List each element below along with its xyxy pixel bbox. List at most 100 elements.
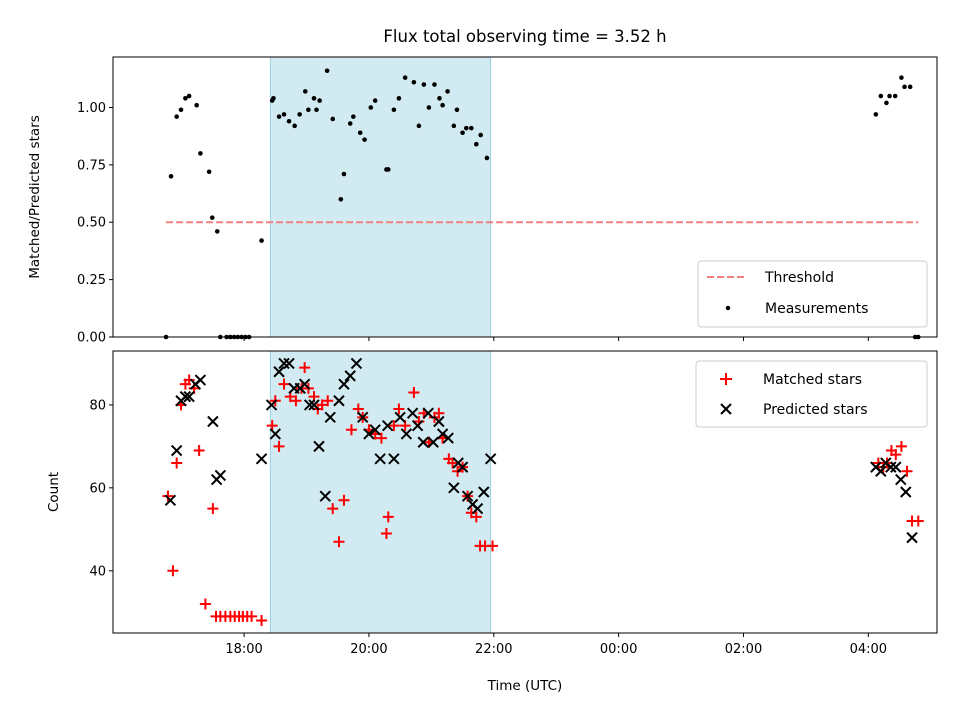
measurement-point (411, 79, 417, 85)
measurement-point (432, 82, 437, 87)
measurement-point (338, 196, 344, 202)
matched-star-point (199, 598, 211, 610)
measurement-point (884, 100, 889, 106)
predicted-star-point (255, 453, 268, 465)
predicted-star-point (478, 486, 490, 498)
predicted-star-point (344, 370, 356, 382)
measurement-point (317, 98, 322, 103)
predicted-star-point (273, 366, 285, 378)
predicted-star-point (400, 428, 413, 440)
matched-star-point (487, 540, 499, 552)
legend-predicted-label: Predicted stars (763, 402, 868, 418)
measurement-point (178, 107, 184, 113)
measurement-point (297, 112, 302, 117)
predicted-star-point (436, 428, 449, 440)
predicted-star-point (350, 357, 363, 370)
predicted-star-point (356, 411, 369, 424)
measurement-point (174, 114, 179, 119)
predicted-star-point (308, 399, 320, 411)
predicted-star-point (456, 461, 469, 473)
measurement-point (281, 112, 287, 117)
measurement-point (445, 89, 450, 94)
measurement-point (464, 125, 469, 131)
measurement-point (324, 68, 330, 74)
measurement-point (396, 96, 402, 101)
legend-count-box (695, 360, 928, 428)
predicted-star-point (406, 407, 419, 419)
predicted-star-point (179, 390, 192, 403)
legend-predicted-swatch (720, 403, 732, 415)
measurement-point (302, 89, 308, 94)
predicted-star-point (448, 482, 460, 494)
predicted-star-point (313, 440, 325, 453)
chart-title: Flux total observing time = 3.52 h (383, 27, 666, 46)
y-tick-label: 80 (89, 398, 106, 413)
x-tick-label: 20:00 (350, 642, 387, 657)
measurement-point (209, 215, 215, 220)
measurement-point (306, 107, 311, 113)
measurement-point (286, 118, 292, 124)
measurement-point (426, 105, 432, 110)
predicted-star-point (319, 490, 331, 502)
x-axis-label: Time (UTC) (487, 678, 563, 694)
predicted-star-point (164, 494, 177, 507)
measurement-point (421, 82, 427, 87)
measurement-point (437, 96, 442, 101)
measurement-point (198, 151, 203, 156)
matched-star-point (256, 615, 268, 627)
predicted-star-point (433, 415, 445, 428)
measurement-point (416, 123, 422, 129)
predicted-star-point (269, 428, 282, 440)
predicted-star-point (324, 411, 336, 424)
measurement-point (330, 116, 336, 122)
measurement-point (347, 121, 353, 126)
measurement-point (368, 105, 374, 110)
observing-window-span (269, 56, 492, 338)
predicted-star-point (394, 411, 406, 424)
measurement-point (451, 123, 457, 129)
measurement-point (878, 93, 884, 99)
predicted-star-point (214, 469, 227, 482)
measurement-point (460, 130, 465, 136)
y-axis-label-count: Count (46, 472, 62, 512)
x-tick-label: 18:00 (225, 642, 262, 657)
matched-star-point (433, 407, 445, 419)
matched-star-point (393, 403, 405, 415)
matched-star-point (912, 515, 924, 527)
predicted-star-point (194, 374, 207, 386)
measurement-point (183, 96, 188, 101)
y-tick-label: 1.00 (77, 101, 106, 116)
matched-star-point (162, 490, 174, 502)
matched-star-point (183, 374, 195, 386)
predicted-star-point (298, 378, 311, 390)
predicted-star-point (265, 399, 278, 411)
matched-star-point (167, 565, 179, 577)
y-axis-label-ratio: Matched/Predicted stars (27, 115, 43, 278)
measurement-point (214, 229, 220, 234)
measurement-point (292, 123, 297, 129)
measurement-point (271, 96, 276, 101)
measurement-point (168, 174, 174, 179)
measurement-point (907, 84, 913, 90)
measurement-point (873, 112, 879, 117)
predicted-star-point (338, 378, 350, 390)
matched-star-point (388, 420, 400, 432)
predicted-star-point (278, 357, 290, 370)
y-tick-label: 60 (89, 481, 106, 496)
matched-star-point (375, 432, 387, 444)
predicted-star-point (900, 486, 912, 498)
measurement-point (478, 132, 483, 138)
matched-star-point (316, 399, 328, 411)
matched-star-point (322, 395, 334, 407)
measurement-point (186, 93, 192, 99)
predicted-star-point (183, 390, 195, 403)
predicted-star-point (484, 453, 497, 465)
predicted-star-point (885, 461, 897, 473)
legend-threshold-label: Threshold (764, 270, 834, 286)
matched-star-point (290, 395, 302, 407)
measurement-point (206, 169, 212, 175)
measurement-point (357, 130, 363, 136)
legend-count: Matched stars Predicted stars (695, 360, 928, 428)
matched-star-point (273, 440, 285, 452)
